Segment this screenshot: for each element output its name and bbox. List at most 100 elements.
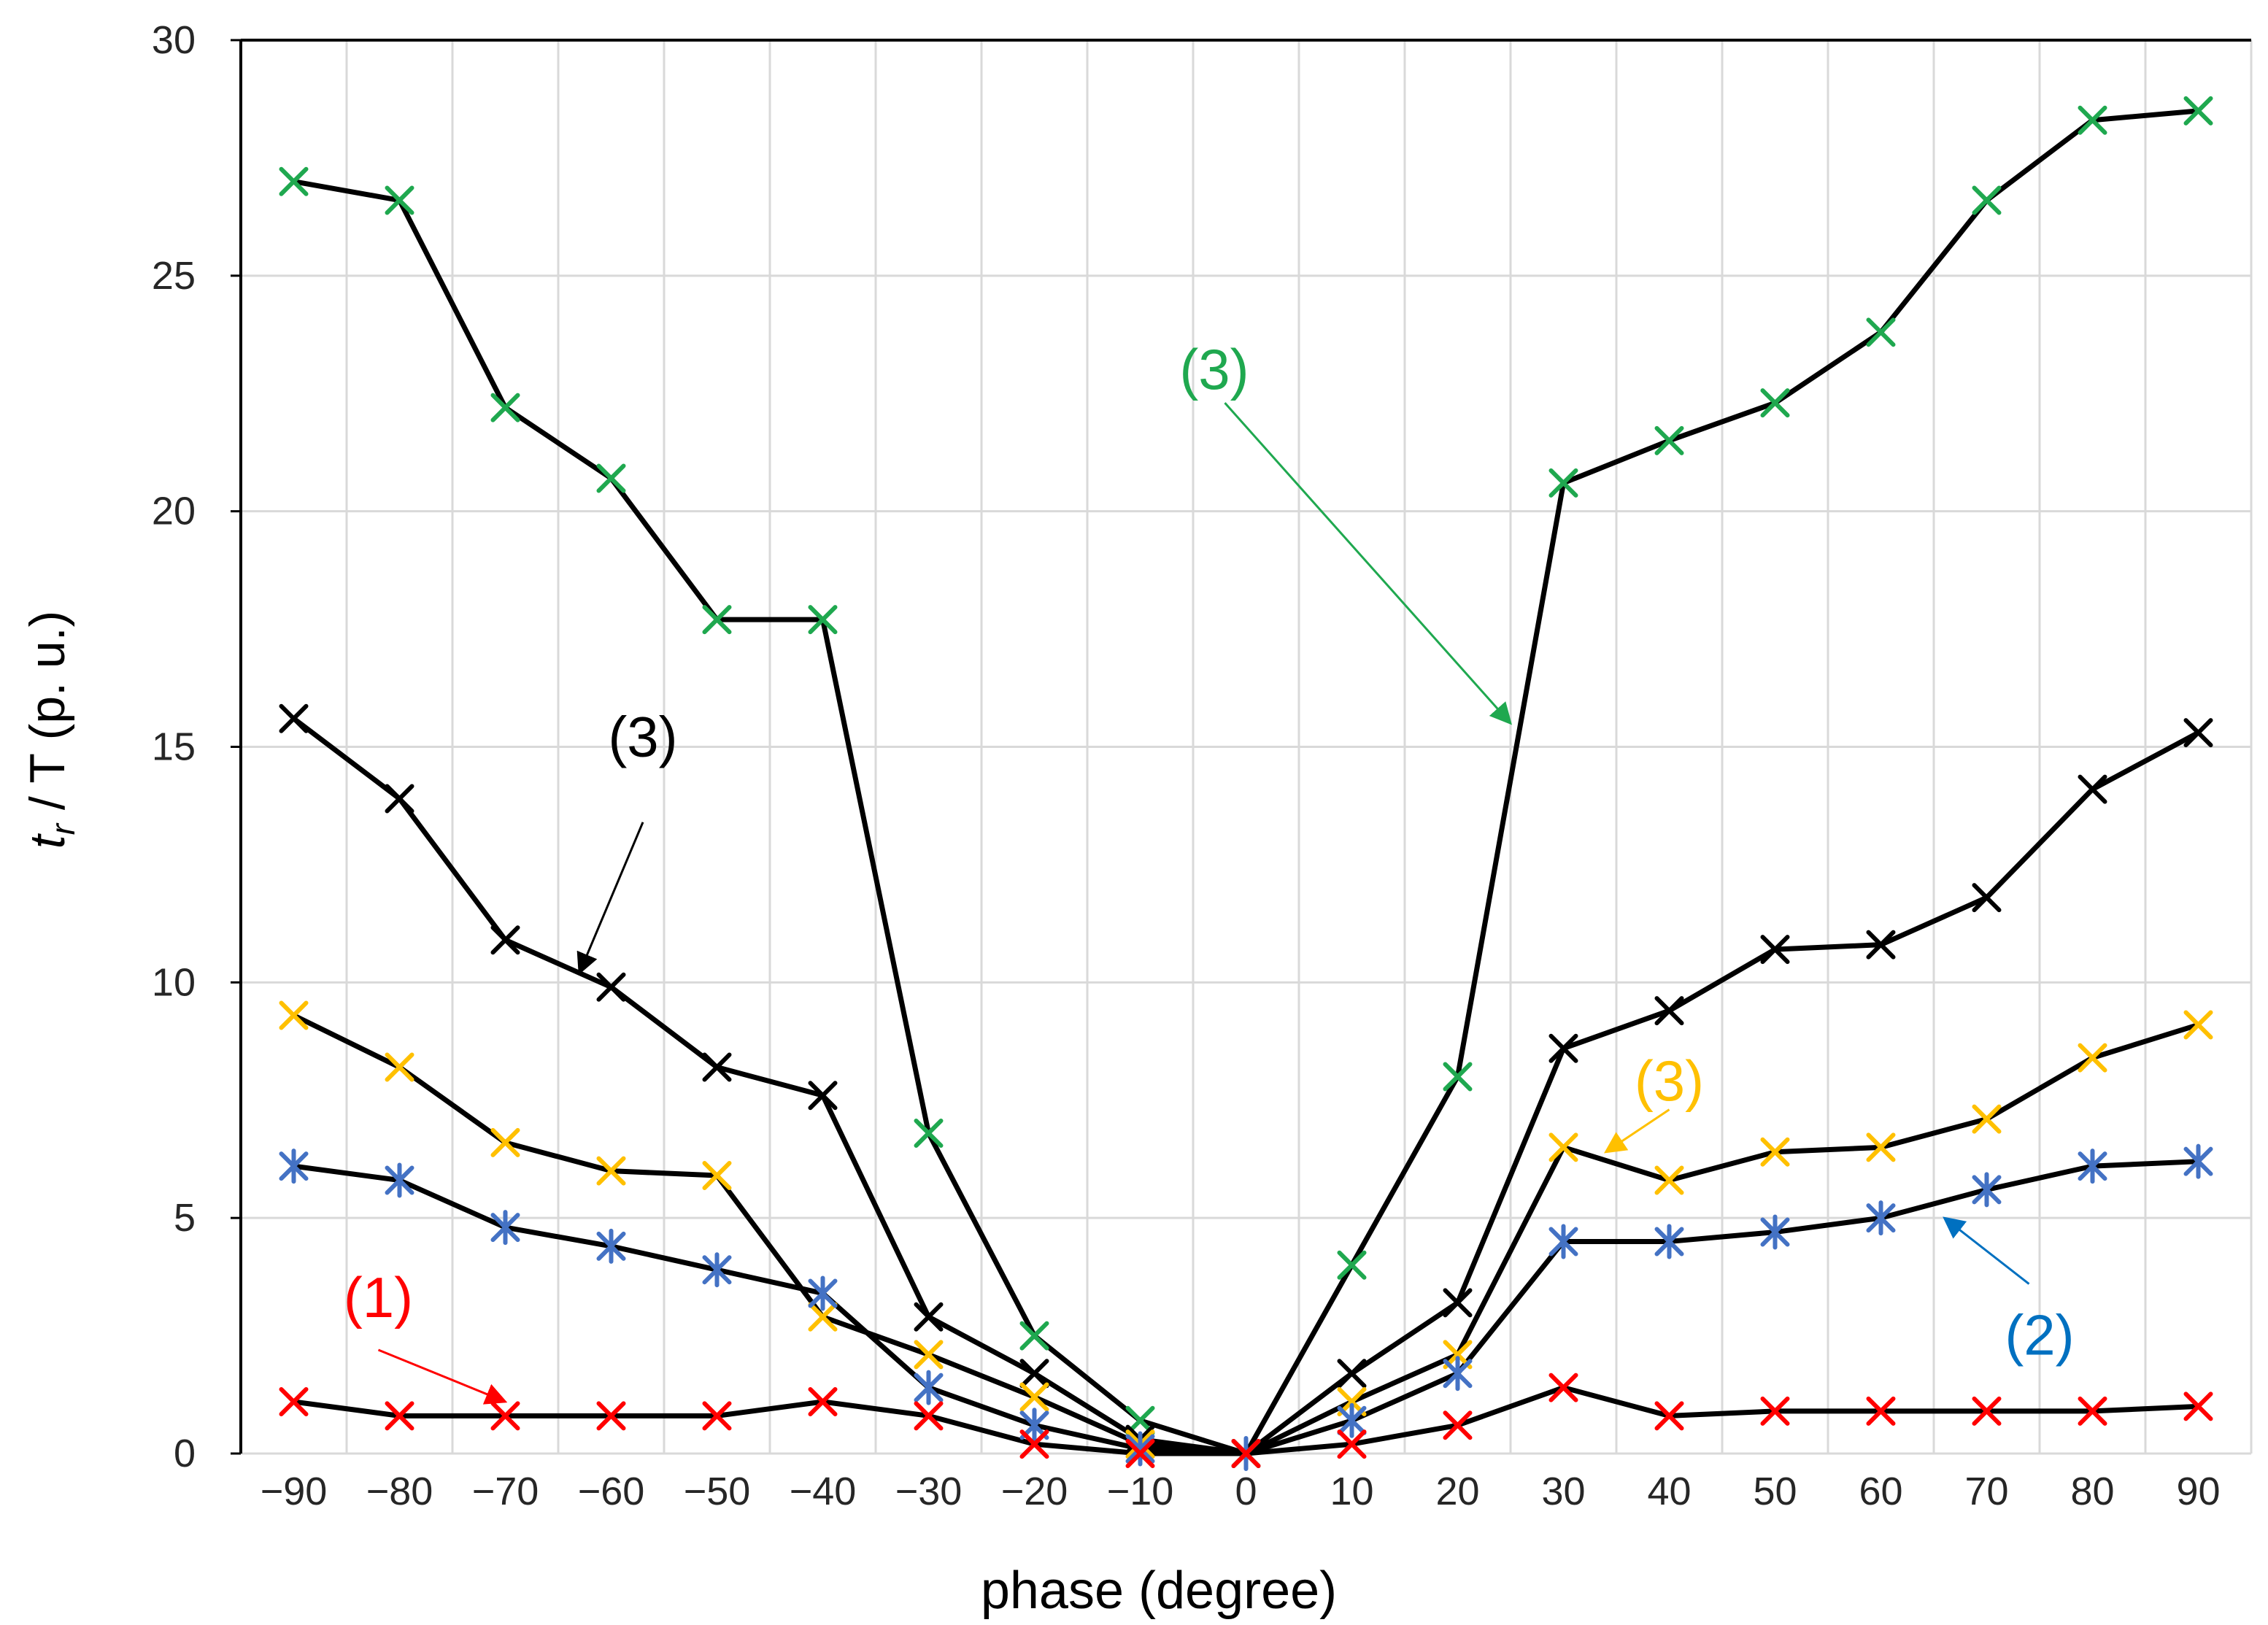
marker-green [702, 605, 732, 635]
marker-blue [2078, 1149, 2107, 1184]
marker-blue [914, 1370, 944, 1405]
marker-yellow [702, 1161, 732, 1191]
data-point-green [1337, 1250, 1367, 1280]
marker-yellow [596, 1156, 626, 1186]
series-line-green [293, 108, 2199, 1456]
data-point-blue [1654, 1224, 1684, 1259]
x-tick-label: −20 [1001, 1470, 1068, 1513]
marker-blue [596, 1228, 626, 1264]
data-point-yellow [1548, 1132, 1578, 1162]
marker-green [279, 166, 309, 196]
marker-blue [279, 1149, 309, 1184]
marker-red [1337, 1429, 1367, 1459]
data-point-red [702, 1401, 732, 1431]
data-point-black [1760, 935, 1790, 965]
x-axis-title: phase (degree) [981, 1562, 1337, 1620]
data-point-blue [702, 1252, 732, 1288]
x-tick-label: −80 [366, 1470, 433, 1513]
marker-yellow [914, 1340, 944, 1370]
marker-green [2183, 96, 2213, 126]
data-point-green [1548, 468, 1578, 498]
data-point-black [279, 703, 309, 733]
x-tick-label: 80 [2070, 1470, 2114, 1513]
data-point-blue [914, 1370, 944, 1405]
marker-green [1019, 1321, 1049, 1351]
x-tick-label: −40 [790, 1470, 857, 1513]
marker-green [808, 605, 838, 635]
data-point-yellow [490, 1127, 520, 1157]
x-tick-label: −70 [472, 1470, 539, 1513]
y-tick-label: 30 [152, 18, 196, 62]
data-point-green [279, 166, 309, 196]
data-point-black [596, 972, 626, 1002]
marker-red [1760, 1396, 1790, 1426]
data-point-yellow [596, 1156, 626, 1186]
data-point-yellow [2183, 1010, 2213, 1040]
annotation-label: (1) [344, 1265, 413, 1329]
marker-yellow [1548, 1132, 1578, 1162]
marker-blue [702, 1252, 732, 1288]
marker-red [1443, 1410, 1473, 1440]
annotation-arrow [1604, 1108, 1670, 1154]
data-point-blue [1125, 1431, 1155, 1467]
series-line-yellow [292, 1013, 2199, 1456]
annotation-label: (3) [608, 704, 677, 768]
data-point-yellow [1866, 1132, 1896, 1162]
data-point-yellow [385, 1052, 414, 1082]
data-point-yellow [1760, 1137, 1790, 1167]
data-point-red [1548, 1373, 1578, 1402]
data-point-black [808, 1081, 838, 1111]
data-point-blue [596, 1228, 626, 1264]
marker-blue [1337, 1402, 1367, 1438]
marker-black [385, 784, 414, 814]
marker-black [596, 972, 626, 1002]
data-point-red [914, 1401, 944, 1431]
annotation-arrow [576, 822, 644, 976]
x-tick-label: 70 [1964, 1470, 2008, 1513]
y-tick-label: 15 [152, 725, 196, 769]
marker-green [1548, 468, 1578, 498]
data-point-blue [2183, 1143, 2213, 1179]
data-point-blue [490, 1210, 520, 1246]
marker-black [2183, 718, 2213, 748]
data-point-green [1760, 388, 1790, 418]
data-point-green [2078, 105, 2107, 135]
data-point-blue [808, 1275, 838, 1311]
data-point-black [702, 1052, 732, 1082]
marker-red [490, 1401, 520, 1431]
marker-green [1443, 1062, 1473, 1092]
data-point-blue [1337, 1402, 1367, 1438]
marker-red [2078, 1396, 2107, 1426]
marker-red [2183, 1392, 2213, 1421]
data-point-red [1866, 1396, 1896, 1426]
y-axis-title-rest: / T (p. u.) [20, 611, 75, 824]
marker-green [1866, 317, 1896, 347]
marker-green [596, 463, 626, 493]
marker-red [1548, 1373, 1578, 1402]
x-tick-label: 50 [1753, 1470, 1797, 1513]
data-point-green [596, 463, 626, 493]
data-point-black [1548, 1033, 1578, 1063]
annotation-label: (3) [1179, 337, 1249, 401]
marker-red [808, 1386, 838, 1416]
marker-green [490, 393, 520, 422]
marker-green [1654, 425, 1684, 455]
marker-red [1866, 1396, 1896, 1426]
data-point-red [1654, 1401, 1684, 1431]
data-point-black [1337, 1359, 1367, 1389]
grid [239, 39, 2253, 1455]
data-point-yellow [808, 1302, 838, 1332]
data-point-green [490, 393, 520, 422]
data-point-black [2078, 774, 2107, 804]
annotations: (3) (3) (3) (2) (1) [344, 337, 2075, 1405]
data-point-yellow [702, 1161, 732, 1191]
marker-red [596, 1401, 626, 1431]
marker-black [1443, 1288, 1473, 1318]
x-tick-label: 60 [1859, 1470, 1902, 1513]
data-point-blue [1548, 1224, 1578, 1259]
marker-yellow [2078, 1043, 2107, 1073]
marker-yellow [490, 1127, 520, 1157]
data-point-black [2183, 718, 2213, 748]
data-point-yellow [1972, 1104, 2002, 1134]
